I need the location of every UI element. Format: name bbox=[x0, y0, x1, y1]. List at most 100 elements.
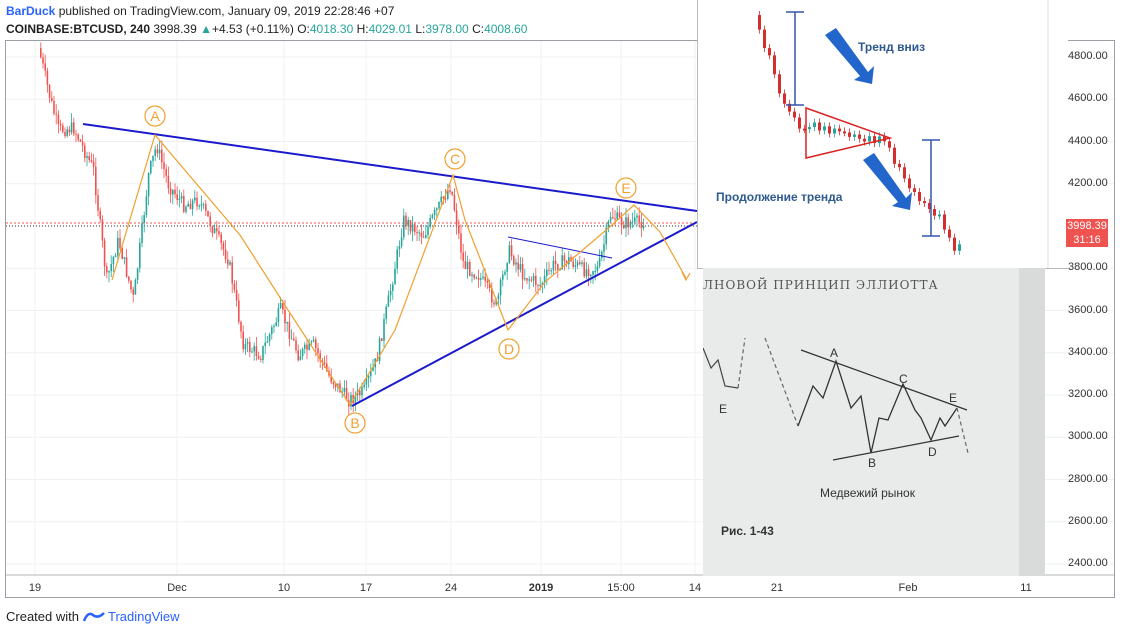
wave-label-circle bbox=[498, 338, 520, 360]
candle-body bbox=[528, 279, 530, 281]
candle-body bbox=[227, 259, 229, 265]
x-tick-label: 21 bbox=[770, 582, 784, 594]
candle-body bbox=[207, 210, 209, 217]
book-letter-c: C bbox=[899, 372, 908, 386]
book-letter-e-left: E bbox=[719, 402, 728, 416]
candle-body bbox=[436, 208, 438, 210]
inset-candle-body bbox=[788, 103, 791, 112]
candle-body bbox=[231, 262, 233, 284]
candle-body bbox=[255, 346, 258, 357]
candle-body bbox=[550, 270, 552, 272]
candle-body bbox=[480, 278, 482, 280]
candle-body bbox=[411, 224, 414, 232]
candle-body bbox=[139, 242, 141, 269]
candle-body bbox=[631, 221, 634, 223]
high-label: H: bbox=[356, 22, 369, 36]
wave-label-d: D bbox=[504, 341, 514, 357]
candle-body bbox=[185, 206, 187, 212]
footer-created-with: Created with bbox=[6, 609, 79, 624]
candle-body bbox=[42, 57, 44, 64]
candle-body bbox=[594, 270, 596, 272]
candle-body bbox=[288, 321, 291, 339]
candle-body bbox=[359, 390, 361, 396]
candle-body bbox=[381, 338, 383, 341]
author-name[interactable]: BarDuck bbox=[6, 4, 56, 18]
book-left-wave bbox=[703, 347, 739, 389]
open-label: O: bbox=[297, 22, 310, 36]
candle-body bbox=[295, 340, 297, 351]
close-label: C: bbox=[472, 22, 485, 36]
x-tick-label: 14 bbox=[688, 582, 702, 594]
candle-body bbox=[385, 306, 387, 320]
current-price: 3998.39 bbox=[1067, 220, 1107, 232]
candle-body bbox=[521, 264, 524, 280]
y-tick-label: 3800.00 bbox=[1068, 261, 1108, 274]
inset-bear-flag: Тренд вниз Продолжение тренда bbox=[697, 0, 1068, 269]
inset-candle-body bbox=[758, 15, 761, 30]
inset-candle-body bbox=[773, 55, 776, 75]
header-ohlc-line: COINBASE:BTCUSD, 240 3998.39 ▲+4.53 (+0.… bbox=[6, 22, 527, 36]
candle-body bbox=[605, 227, 607, 245]
candle-body bbox=[176, 194, 178, 200]
wave-label-circle bbox=[444, 148, 466, 170]
book-wave-path bbox=[797, 358, 958, 454]
candle-body bbox=[143, 215, 145, 224]
book-title: ЛНОВОЙ ПРИНЦИП ЭЛЛИОТТА bbox=[703, 278, 939, 292]
candle-body bbox=[499, 279, 502, 296]
candle-body bbox=[574, 265, 577, 267]
inset-candle-body bbox=[933, 209, 936, 216]
candle-body bbox=[330, 375, 332, 383]
inset-arrow-down-2 bbox=[863, 153, 912, 210]
candle-body bbox=[418, 232, 420, 234]
candle-body bbox=[433, 209, 436, 216]
inset-background bbox=[698, 0, 1068, 268]
book-upper-line bbox=[800, 349, 968, 411]
x-tick-label: 10 bbox=[277, 582, 291, 594]
book-letter-d: D bbox=[928, 445, 937, 459]
candle-body bbox=[264, 342, 266, 347]
candle-body bbox=[277, 307, 280, 323]
candle-body bbox=[618, 212, 621, 218]
candle-body bbox=[213, 228, 216, 234]
book-lower-line bbox=[832, 435, 960, 461]
wave-label-circle bbox=[144, 105, 166, 127]
candle-body bbox=[572, 261, 574, 267]
candle-body bbox=[372, 367, 374, 371]
inset-candle-body bbox=[913, 188, 916, 192]
inset-candle-body bbox=[918, 191, 921, 202]
candle-body bbox=[218, 231, 220, 235]
candle-body bbox=[286, 321, 288, 324]
inset-candle-body bbox=[858, 134, 861, 139]
candle-body bbox=[429, 217, 431, 227]
candle-body bbox=[202, 204, 205, 206]
low-value: 3978.00 bbox=[425, 22, 469, 36]
candle-body bbox=[513, 256, 515, 265]
candle-body bbox=[504, 271, 506, 275]
candle-body bbox=[62, 125, 64, 132]
candle-body bbox=[189, 203, 192, 210]
candle-body bbox=[403, 215, 405, 238]
candle-body bbox=[535, 275, 537, 286]
y-tick-label: 4200.00 bbox=[1068, 176, 1108, 189]
candle-body bbox=[623, 225, 625, 229]
candle-body bbox=[44, 63, 46, 71]
candle-body bbox=[251, 351, 253, 353]
y-tick-label: 2400.00 bbox=[1068, 557, 1108, 569]
candle-body bbox=[392, 284, 394, 291]
candle-body bbox=[84, 145, 86, 158]
candle-body bbox=[233, 283, 236, 290]
candle-body bbox=[132, 289, 134, 295]
inset-candle-body bbox=[848, 132, 851, 137]
chart-frame[interactable] bbox=[5, 40, 1115, 598]
footer-brand[interactable]: TradingView bbox=[108, 609, 180, 624]
candle-body bbox=[636, 215, 638, 218]
candle-body bbox=[40, 48, 42, 58]
candle-body bbox=[414, 224, 416, 233]
inset-candle-body bbox=[803, 128, 806, 131]
candle-body bbox=[224, 249, 227, 260]
tradingview-logo-icon bbox=[82, 612, 105, 622]
candle-body bbox=[290, 338, 293, 340]
candle-body bbox=[477, 277, 480, 280]
candle-body bbox=[114, 255, 117, 257]
candle-body bbox=[543, 275, 546, 284]
